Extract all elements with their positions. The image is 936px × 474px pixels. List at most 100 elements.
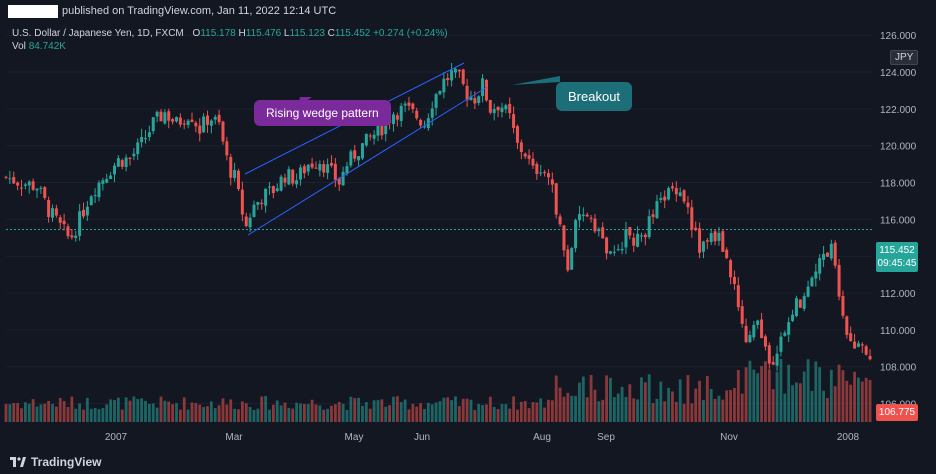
volume-bar [512,396,515,422]
candle-body [244,216,248,227]
tradingview-logo-icon [10,457,26,467]
rising-wedge-callout[interactable]: Rising wedge pattern [254,100,391,126]
x-tick-label: 2008 [837,432,860,443]
volume-bar [209,401,213,422]
price-axis[interactable]: 106.000108.000110.000112.000114.000116.0… [880,31,917,410]
volume-bar [35,406,39,422]
volume-bar [535,402,539,422]
volume-bar [229,399,233,422]
volume-bar [306,404,310,422]
candle-body [287,169,291,185]
currency-button[interactable]: JPY [890,50,919,65]
brand-name: TradingView [31,455,102,469]
candle-body [581,214,585,217]
candle-body [570,247,574,270]
candle-body [27,181,31,186]
volume-bar [330,405,333,422]
candle-body [822,253,826,260]
candle-body [721,231,725,252]
candle-body [353,150,357,159]
volume-bar [372,400,376,422]
volume-bar [853,371,856,422]
volume-bar [717,395,721,422]
candle-body [860,344,864,346]
volume-bar [845,380,849,422]
chart-area[interactable]: 106.000108.000110.000112.000114.000116.0… [0,24,936,450]
candle-body [236,170,240,190]
candle-body [601,227,605,239]
candle-body [229,156,233,178]
candle-body [233,169,237,178]
volume-bar [240,401,244,422]
tradingview-brand[interactable]: TradingView [10,455,101,469]
volume-bar [93,407,97,422]
candle-body [488,99,492,113]
candle-body [205,115,209,125]
volume-bar [349,396,353,422]
volume-bar [132,396,136,422]
volume-bar [337,401,341,422]
time-axis[interactable]: 2007 Mar May Jun Aug Sep Nov 2008 [105,432,860,443]
candle-body [864,346,868,355]
x-tick-label: Aug [533,432,551,443]
candle-body [128,157,132,159]
volume-bar [698,380,701,422]
volume-bar [124,397,128,422]
candle-body [159,111,163,122]
volume-bar [411,403,415,422]
breakout-callout[interactable]: Breakout [556,82,633,111]
candle-body [589,217,593,219]
candle-body [430,108,434,118]
ohlc-high-label: H [238,28,246,39]
volume-bar [434,402,438,422]
candle-body [616,249,620,251]
candle-body [810,277,814,287]
volume-bar [237,409,240,422]
candle-body [566,249,570,271]
x-tick-label: Nov [720,432,738,443]
candle-body [295,180,299,185]
candle-body [225,141,229,156]
volume-bar [857,377,860,422]
candle-body [267,186,271,188]
volume-bar [725,390,729,422]
red-price-label: 106.775 [876,404,918,421]
volume-bar [744,367,748,422]
candle-body [477,96,481,103]
volume-bar [20,408,23,422]
candle-body [275,188,279,192]
volume-bar [376,400,380,422]
volume-bar [589,375,593,422]
price-change: +0.274 (+0.24%) [373,28,448,39]
candle-body [422,126,426,128]
volume-bar [105,404,109,422]
volume-bar [4,403,8,422]
candle-body [178,117,182,125]
price-chart[interactable]: 106.000108.000110.000112.000114.000116.0… [0,24,936,450]
candle-body [333,163,337,180]
volume-bar [384,406,388,422]
candle-body [481,78,485,97]
wedge-lower-trendline[interactable] [247,86,488,236]
candle-body [500,107,504,113]
grid [6,34,872,405]
volume-bar [686,375,690,422]
candle-body [16,182,20,186]
x-tick-label: May [345,432,364,443]
candle-body [345,166,349,174]
volume-bar [302,403,306,422]
volume-bar [655,398,659,422]
candle-body [434,94,438,108]
volume-bar [159,396,163,422]
volume-bar [78,403,82,422]
volume-bar [287,407,291,422]
candle-body [360,143,364,159]
volume-bar [539,398,543,422]
candle-body [698,228,702,253]
volume-bar [721,399,725,422]
volume-bar [740,393,744,422]
volume-bar [51,403,54,422]
volume-bar [322,409,326,422]
volume-bar [151,403,155,422]
volume-label: Vol [12,41,26,52]
